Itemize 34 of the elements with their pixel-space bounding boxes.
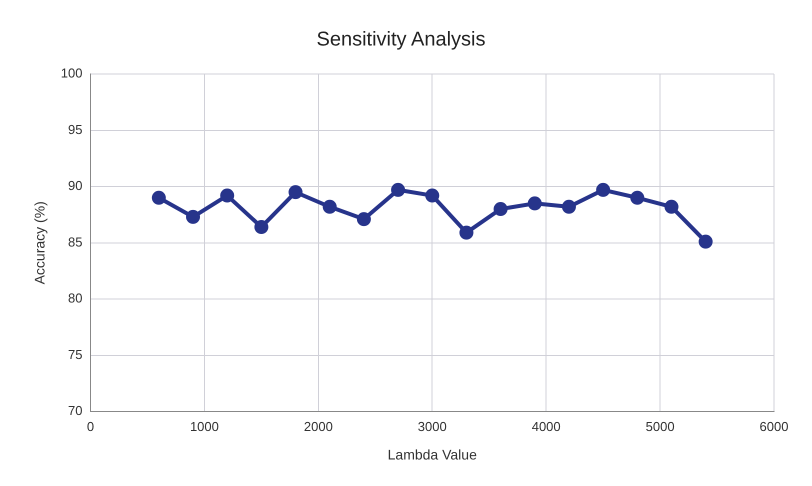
x-tick-label: 6000 bbox=[760, 418, 788, 434]
x-tick-label: 2000 bbox=[304, 418, 333, 434]
y-tick-label: 85 bbox=[68, 234, 82, 250]
x-tick-label: 1000 bbox=[190, 418, 219, 434]
point bbox=[356, 212, 371, 226]
point bbox=[391, 182, 406, 197]
point bbox=[698, 234, 713, 249]
y-tick-label: 95 bbox=[68, 122, 82, 137]
y-tick-label: 75 bbox=[68, 346, 82, 362]
point bbox=[494, 202, 508, 216]
point bbox=[322, 200, 337, 214]
point bbox=[664, 200, 678, 214]
point bbox=[528, 196, 542, 210]
point bbox=[425, 188, 440, 203]
point bbox=[152, 190, 166, 205]
point bbox=[220, 188, 234, 203]
point bbox=[596, 182, 610, 197]
x-tick-label: 3000 bbox=[418, 418, 447, 434]
y-tick-label: 90 bbox=[68, 178, 82, 194]
y-axis-title: Accuracy (%) bbox=[31, 201, 48, 284]
x-tick-label: 0 bbox=[86, 418, 94, 434]
y-tick-label: 80 bbox=[68, 290, 82, 306]
x-axis-title: Lambda Value bbox=[388, 446, 478, 462]
point bbox=[186, 210, 200, 224]
point bbox=[459, 226, 474, 240]
point bbox=[562, 200, 576, 214]
x-tick-label: 5000 bbox=[646, 418, 675, 434]
x-tick-label: 4000 bbox=[532, 418, 561, 434]
y-tick-label: 100 bbox=[60, 66, 82, 81]
point bbox=[630, 190, 644, 205]
y-tick-label: 70 bbox=[68, 403, 82, 418]
point bbox=[254, 220, 268, 234]
point bbox=[288, 185, 303, 200]
chart-title: Sensitivity Analysis bbox=[316, 28, 486, 51]
